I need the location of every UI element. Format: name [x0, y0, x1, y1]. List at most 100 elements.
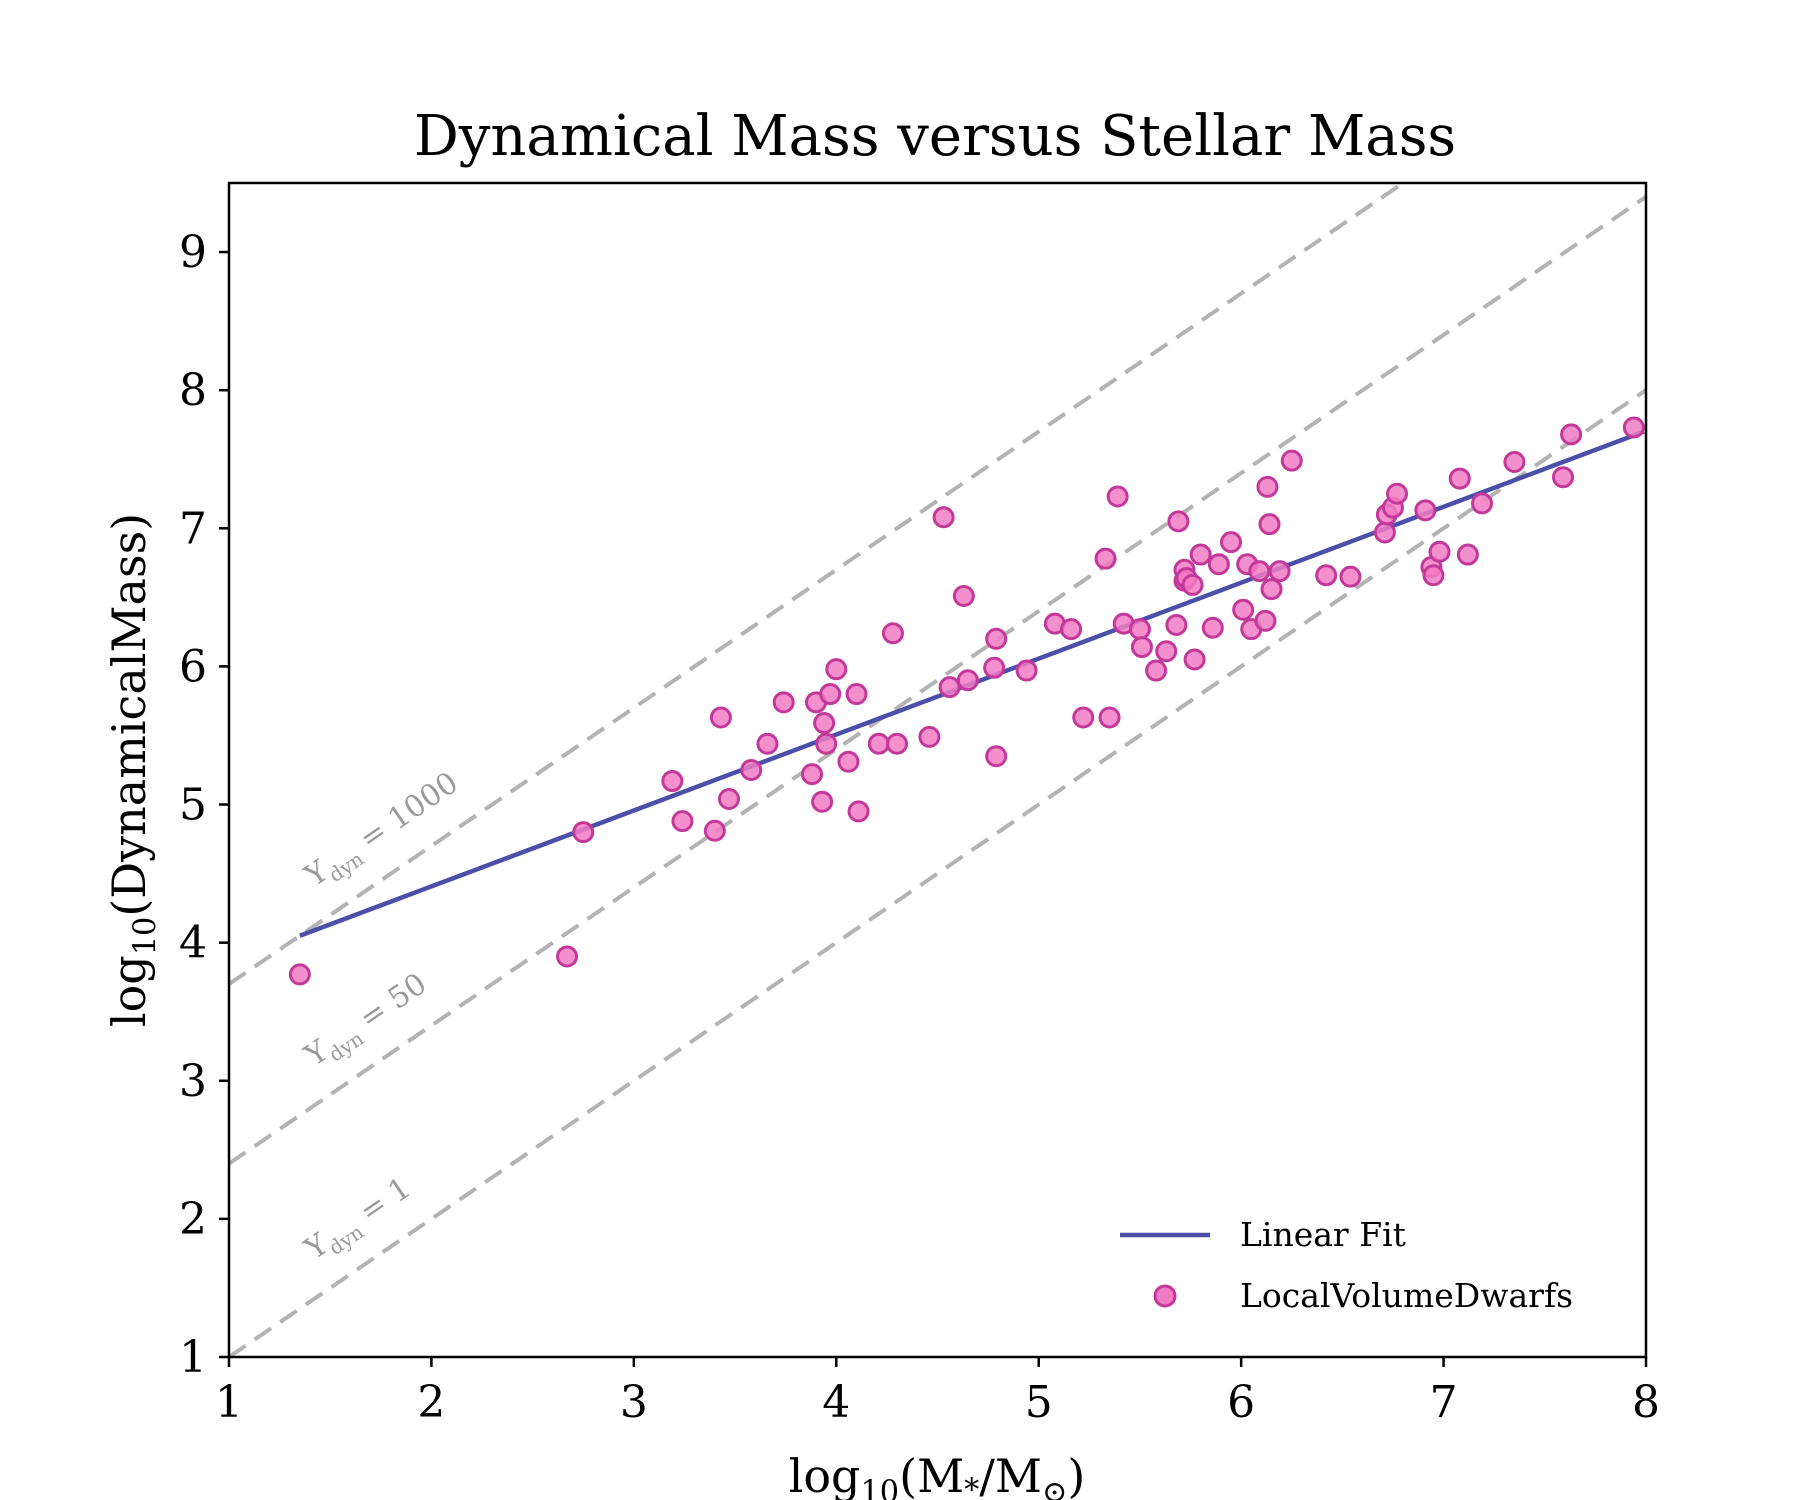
- reference-line-label-value: = 1000: [345, 765, 464, 862]
- y-tick-label: 5: [179, 780, 207, 831]
- plot-frame: [227, 181, 1648, 1359]
- data-point: [932, 506, 955, 529]
- data-point: [1207, 553, 1230, 576]
- data-point: [1339, 565, 1362, 588]
- data-point: [1268, 560, 1291, 583]
- data-point: [1622, 416, 1645, 439]
- data-point: [985, 745, 1008, 768]
- data-point: [772, 691, 795, 714]
- y-axis-ticks: 1 2 3 4 5 6 7 8 9: [179, 227, 229, 1383]
- y-tick-label: 7: [179, 503, 207, 554]
- legend: Linear Fit LocalVolumeDwarfs: [1120, 1215, 1573, 1315]
- data-point: [847, 800, 870, 823]
- data-point: [1256, 475, 1279, 498]
- data-point: [1422, 564, 1445, 587]
- x-tick-label: 7: [1430, 1377, 1458, 1428]
- data-point: [661, 770, 684, 793]
- y-tick-label: 2: [179, 1194, 207, 1245]
- x-axis-label-close: ): [1067, 1449, 1085, 1500]
- data-point: [837, 750, 860, 773]
- data-point: [956, 669, 979, 692]
- data-point: [1130, 636, 1153, 659]
- x-tick-label: 1: [215, 1377, 243, 1428]
- reference-line-label-value: = 50: [345, 966, 433, 1041]
- data-point: [1165, 613, 1188, 636]
- data-point: [811, 790, 834, 813]
- data-point: [1201, 616, 1224, 639]
- chart-title: Dynamical Mass versus Stellar Mass: [414, 104, 1456, 169]
- data-point: [819, 683, 842, 706]
- data-point: [867, 732, 890, 755]
- data-point: [1414, 499, 1437, 522]
- x-tick-label: 3: [620, 1377, 648, 1428]
- data-point: [556, 945, 579, 968]
- data-point: [918, 725, 941, 748]
- x-axis-label-base: 10: [860, 1475, 899, 1500]
- data-point: [1456, 543, 1479, 566]
- x-axis-label-sun: ⊙: [1042, 1475, 1067, 1500]
- reference-line-label-1: Υdyn = 50: [298, 966, 436, 1078]
- x-axis-ticks: 1 2 3 4 5 6 7 8: [215, 1357, 1660, 1428]
- data-point: [1280, 449, 1303, 472]
- x-tick-label: 8: [1632, 1377, 1660, 1428]
- x-tick-label: 5: [1025, 1377, 1053, 1428]
- legend-points-label: LocalVolumeDwarfs: [1240, 1276, 1573, 1315]
- y-axis-label: log10(DynamicalMass): [102, 513, 163, 1027]
- data-point: [1232, 598, 1255, 621]
- reference-line-1: [229, 195, 1646, 1166]
- data-point: [1106, 485, 1129, 508]
- data-point: [1015, 659, 1038, 682]
- y-tick-label: 3: [179, 1056, 207, 1107]
- data-point: [1428, 540, 1451, 563]
- y-axis-label-log: log: [102, 955, 156, 1027]
- data-point: [825, 658, 848, 681]
- data-point: [671, 810, 694, 833]
- data-point: [1560, 423, 1583, 446]
- reference-line-2: [229, 388, 1646, 1357]
- data-point: [572, 821, 595, 844]
- data-point: [1315, 564, 1338, 587]
- data-point: [1260, 578, 1283, 601]
- y-tick-label: 1: [179, 1332, 207, 1383]
- data-point: [703, 819, 726, 842]
- data-point: [756, 732, 779, 755]
- data-point: [1248, 560, 1271, 583]
- data-point: [1155, 640, 1178, 663]
- data-point: [938, 676, 961, 699]
- y-tick-label: 6: [179, 641, 207, 692]
- y-tick-label: 8: [179, 365, 207, 416]
- data-point: [1254, 609, 1277, 632]
- data-point: [1060, 618, 1083, 641]
- x-tick-label: 4: [822, 1377, 850, 1428]
- y-axis-label-text: (DynamicalMass): [102, 513, 156, 917]
- data-point: [881, 622, 904, 645]
- x-axis-label: log10(M*/M⊙): [789, 1449, 1086, 1500]
- legend-fit-label: Linear Fit: [1240, 1215, 1406, 1254]
- data-point: [813, 712, 836, 735]
- reference-line-0: [229, 183, 1407, 986]
- data-point: [1503, 450, 1526, 473]
- data-point: [1094, 547, 1117, 570]
- data-point: [1220, 531, 1243, 554]
- data-point: [1471, 492, 1494, 515]
- data-point: [709, 706, 732, 729]
- data-point: [985, 627, 1008, 650]
- x-axis-label-log: log: [789, 1449, 861, 1500]
- data-point: [952, 584, 975, 607]
- data-point: [1145, 659, 1168, 682]
- scatter-points: [288, 416, 1645, 986]
- data-point: [815, 732, 838, 755]
- data-point: [886, 732, 909, 755]
- data-point: [1183, 648, 1206, 671]
- data-point: [1098, 706, 1121, 729]
- y-tick-label: 9: [179, 227, 207, 278]
- data-point: [1258, 513, 1281, 536]
- data-point: [1128, 618, 1151, 641]
- x-axis-label-mid: /M: [979, 1449, 1042, 1500]
- data-point: [1181, 573, 1204, 596]
- x-tick-label: 2: [417, 1377, 445, 1428]
- data-point: [288, 963, 311, 986]
- data-point: [983, 656, 1006, 679]
